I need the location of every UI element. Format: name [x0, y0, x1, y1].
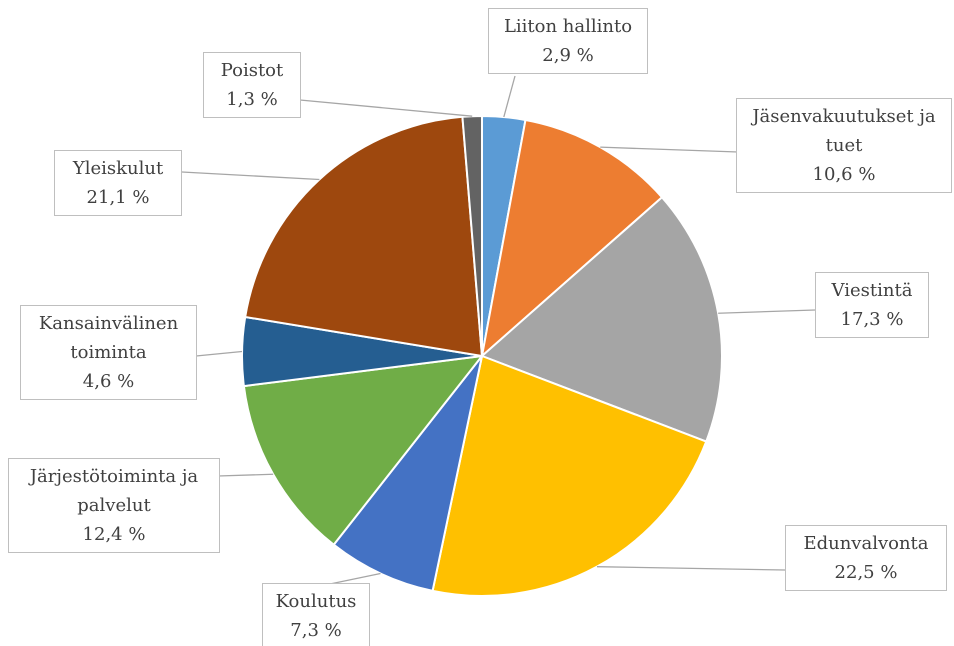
value-label: 1,3 %: [226, 89, 278, 110]
value-label: 10,6 %: [812, 164, 876, 185]
category-name: Koulutus: [275, 591, 357, 612]
pie-slice: [431, 354, 708, 597]
data-label: Viestintä 17,3 %: [815, 272, 929, 338]
value-label: 4,6 %: [82, 371, 135, 392]
value-label: 21,1 %: [86, 187, 150, 208]
leader-line: [217, 473, 274, 477]
value-label: 17,3 %: [840, 309, 904, 330]
data-label: Jäsenvakuutukset ja tuet 10,6 %: [736, 98, 952, 193]
data-label: Koulutus 7,3 %: [262, 583, 370, 646]
category-name: Poistot: [220, 60, 284, 81]
pie-slice: [244, 115, 484, 358]
data-label: Liiton hallinto 2,9 %: [488, 8, 648, 74]
category-name: Liiton hallinto: [503, 16, 633, 37]
data-label: Yleiskulut 21,1 %: [54, 150, 182, 216]
value-label: 22,5 %: [834, 562, 898, 583]
leader-line: [596, 566, 786, 571]
value-label: 12,4 %: [82, 524, 146, 545]
leader-line: [299, 99, 473, 117]
leader-line: [181, 171, 320, 181]
leader-line: [329, 572, 381, 585]
category-name: Viestintä: [831, 280, 913, 301]
leader-line: [600, 146, 739, 153]
category-name: Järjestötoiminta ja palvelut: [29, 466, 199, 516]
leader-line: [503, 75, 516, 118]
leader-line: [718, 309, 816, 314]
data-label: Kansainvälinen toiminta 4,6 %: [20, 305, 197, 400]
category-name: Jäsenvakuutukset ja tuet: [752, 106, 936, 156]
pie-slice: [480, 118, 664, 359]
pie-slice: [332, 355, 483, 593]
pie-slice: [480, 195, 723, 443]
category-name: Kansainvälinen toiminta: [38, 313, 179, 363]
data-label: Poistot 1,3 %: [203, 52, 301, 118]
value-label: 2,9 %: [542, 45, 594, 66]
value-label: 7,3 %: [290, 620, 342, 641]
data-label: Järjestötoiminta ja palvelut 12,4 %: [8, 458, 220, 553]
leader-line: [195, 350, 243, 357]
pie-slice: [242, 354, 485, 547]
category-name: Yleiskulut: [72, 158, 164, 179]
data-label: Edunvalvonta 22,5 %: [785, 525, 947, 591]
category-name: Edunvalvonta: [803, 533, 929, 554]
